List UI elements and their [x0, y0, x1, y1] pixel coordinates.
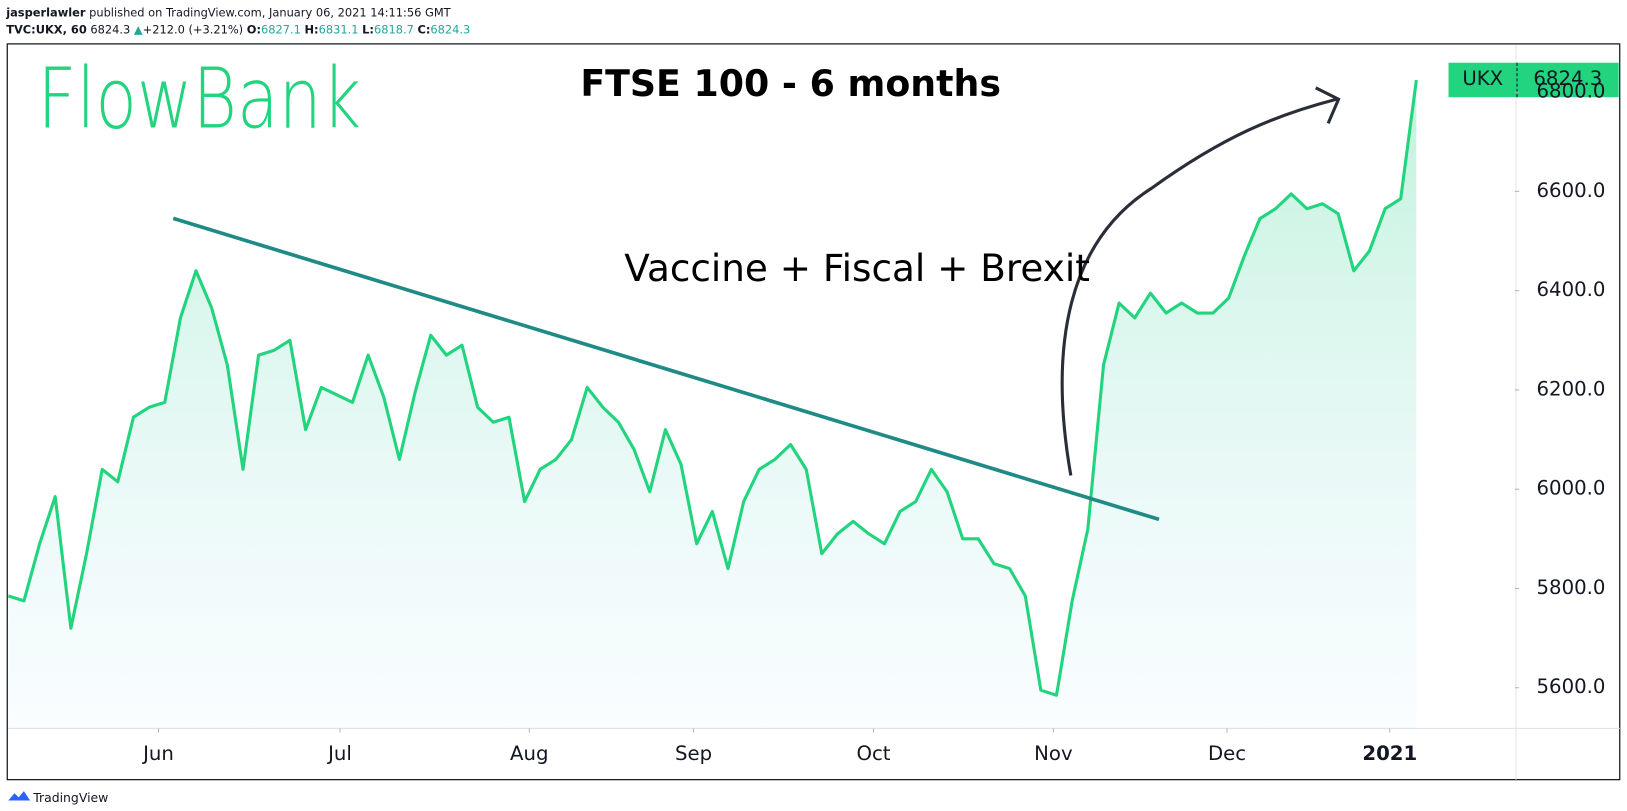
x-tick-label: 2021: [1362, 742, 1417, 765]
o-label: O:: [247, 22, 261, 36]
quote-line: TVC:UKX, 60 6824.3 ▲+212.0 (+3.21%) O:68…: [6, 22, 470, 36]
x-tick-label: Nov: [1034, 742, 1073, 765]
y-tick-label: 6000.0: [1537, 477, 1606, 500]
annotation: Vaccine + Fiscal + Brexit: [624, 246, 1090, 290]
symbol-label: UKX: [1462, 67, 1503, 90]
logo: FlowBank: [37, 50, 361, 147]
plot: [7, 79, 1418, 729]
footer: TradingView: [32, 790, 108, 805]
l-label: L:: [362, 22, 374, 36]
price-badge: [1448, 62, 1619, 98]
area-fill: [8, 80, 1417, 729]
arrow-head: [1315, 86, 1341, 124]
y-tick-label: 5600.0: [1537, 675, 1606, 698]
trend-line: [172, 216, 1160, 522]
last: 6824.3: [90, 22, 130, 36]
frame: [6, 43, 1621, 781]
price-line: [7, 79, 1418, 697]
high: 6831.1: [319, 22, 359, 36]
x-tick-label: Dec: [1208, 742, 1246, 765]
arrow-curve: [1060, 97, 1337, 476]
x-tick-label: Sep: [675, 742, 712, 765]
tv-icon: [8, 791, 31, 801]
h-label: H:: [305, 22, 319, 36]
x-tick-label: Aug: [510, 742, 548, 765]
arrow: ▲: [134, 22, 143, 36]
y-tick-label: 6400.0: [1537, 278, 1606, 301]
low: 6818.7: [374, 22, 414, 36]
published: published on TradingView.com, January 06…: [89, 5, 452, 19]
last-value-label: 6824.3: [1533, 67, 1602, 90]
author: jasperlawler: [5, 5, 86, 19]
y-tick-label: 5800.0: [1537, 576, 1606, 599]
chart-title: FTSE 100 - 6 months: [580, 62, 1001, 105]
x-tick-label: Jun: [141, 742, 174, 765]
close: 6824.3: [430, 22, 470, 36]
c-label: C:: [417, 22, 430, 36]
x-tick-label: Jul: [326, 742, 352, 765]
y-tick-label: 6800.0: [1537, 80, 1606, 103]
y-tick-label: 6200.0: [1537, 377, 1606, 400]
open: 6827.1: [261, 22, 301, 36]
symbol: TVC:UKX, 60: [6, 22, 87, 36]
header-line: jasperlawler published on TradingView.co…: [5, 5, 451, 19]
x-tick-label: Oct: [856, 742, 890, 765]
y-tick-label: 6600.0: [1537, 179, 1606, 202]
change: +212.0 (+3.21%): [143, 22, 243, 36]
